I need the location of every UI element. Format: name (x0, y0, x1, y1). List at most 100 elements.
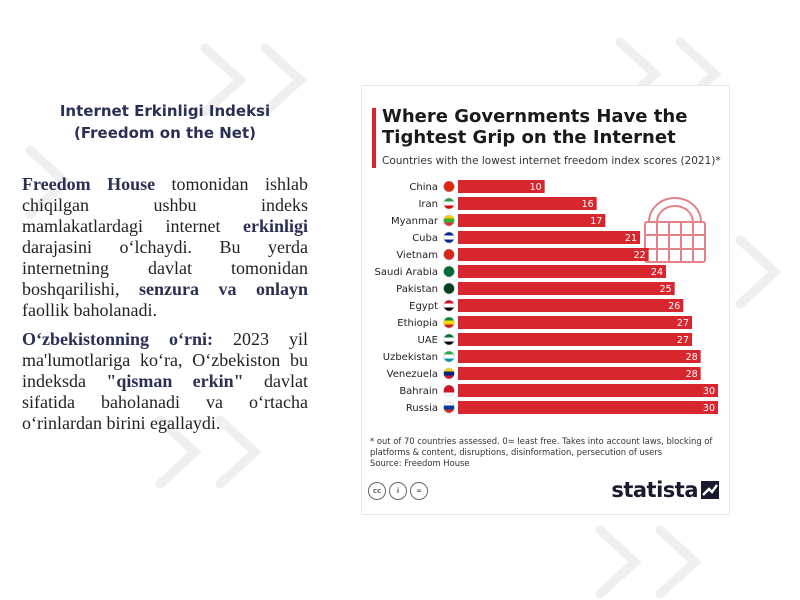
flag-outline (443, 299, 455, 312)
bar-row: Bahrain 30 (399, 384, 718, 397)
bar (458, 180, 545, 193)
bar-value-label: 28 (686, 369, 698, 380)
chart-source: Source: Freedom House (370, 458, 470, 468)
flag-icon (443, 249, 455, 260)
bar-value-label: 26 (668, 301, 680, 312)
bar-value-label: 30 (703, 386, 715, 397)
category-label: Venezuela (387, 369, 438, 380)
no-derivatives-icon[interactable]: = (410, 482, 428, 500)
page-title: Internet Erkinligi Indeksi (Freedom on t… (59, 102, 271, 142)
bar (458, 350, 701, 363)
bar-row: Venezuela 28 (387, 367, 701, 380)
bar (458, 367, 701, 380)
statista-mark-icon (701, 481, 719, 499)
category-label: UAE (418, 335, 438, 346)
category-label: Vietnam (396, 250, 438, 261)
bar-value-label: 24 (651, 267, 663, 278)
bar-row: Ethiopia 27 (397, 316, 692, 329)
flag-icon (443, 334, 455, 345)
chart-subtitle: Countries with the lowest internet freed… (382, 155, 721, 167)
bar-row: Myanmar 17 (391, 214, 606, 227)
category-label: China (409, 182, 438, 193)
flag-icon (443, 215, 455, 226)
flag-outline (443, 180, 455, 193)
bar-row: Cuba 21 (412, 231, 640, 244)
flag-outline (443, 265, 455, 278)
category-label: Bahrain (399, 386, 438, 397)
chart-footnote: * out of 70 countries assessed. 0= least… (370, 436, 720, 469)
category-label: Iran (418, 199, 438, 210)
flag-icon (443, 181, 455, 192)
category-label: Egypt (409, 301, 438, 312)
flag-outline (443, 214, 455, 227)
flag-outline (443, 384, 455, 397)
bar-row: UAE 27 (418, 333, 692, 346)
flag-outline (443, 316, 455, 329)
bar-row: China 10 (409, 180, 545, 193)
flag-outline (443, 401, 455, 414)
bar-value-label: 28 (686, 352, 698, 363)
category-label: Russia (406, 403, 438, 414)
flag-icon (443, 368, 455, 379)
flag-outline (443, 333, 455, 346)
flag-icon (443, 266, 455, 277)
bar (458, 214, 606, 227)
bar-row: Iran 16 (418, 197, 597, 210)
statista-logo[interactable]: statista (611, 478, 719, 502)
flag-icon (443, 198, 455, 209)
title-accent-bar (372, 108, 376, 168)
flag-icon (443, 402, 455, 413)
bar-row: Pakistan 25 (396, 282, 675, 295)
category-label: Pakistan (396, 284, 438, 295)
flag-outline (443, 231, 455, 244)
description-paragraph: Freedom House tomonidan ishlab chiqilgan… (22, 174, 308, 320)
flag-outline (443, 282, 455, 295)
flag-outline (443, 367, 455, 380)
bar-value-label: 10 (530, 182, 542, 193)
flag-outline (443, 197, 455, 210)
text-panel: Internet Erkinligi Indeksi (Freedom on t… (22, 100, 308, 442)
attribution-icon[interactable]: i (389, 482, 407, 500)
flag-outline (443, 248, 455, 261)
flag-icon (443, 300, 455, 311)
bar-value-label: 22 (634, 250, 646, 261)
bar-value-label: 25 (660, 284, 672, 295)
bar-value-label: 30 (703, 403, 715, 414)
uzbekistan-paragraph: O‘zbekistonning o‘rni: 2023 yil ma'lumot… (22, 329, 309, 433)
flag-icon (443, 232, 455, 243)
category-label: Saudi Arabia (375, 267, 438, 278)
bar (458, 401, 718, 414)
chart-title: Where Governments Have the Tightest Grip… (382, 106, 688, 148)
bar-row: Saudi Arabia 24 (375, 265, 666, 278)
bar (458, 282, 675, 295)
flag-icon (443, 283, 455, 294)
bar (458, 299, 684, 312)
bar (458, 316, 692, 329)
bar-value-label: 27 (677, 318, 689, 329)
bar-value-label: 16 (582, 199, 594, 210)
bar (458, 197, 597, 210)
flag-outline (443, 350, 455, 363)
bar (458, 265, 666, 278)
category-label: Myanmar (391, 216, 439, 227)
flag-icon (443, 317, 455, 328)
flag-icon (443, 351, 455, 362)
creative-commons-icon[interactable]: cc (368, 482, 386, 500)
category-label: Ethiopia (397, 318, 438, 329)
padlock-globe-icon (644, 197, 706, 263)
bar-row: Russia 30 (406, 401, 718, 414)
bar-chart: China 10 Iran 16 Myanmar 17 Cuba 21 Vietnam 22 Sau… (375, 180, 718, 414)
bar-row: Vietnam 22 (396, 248, 649, 261)
license-icons: cc i = (368, 482, 428, 500)
category-label: Cuba (412, 233, 438, 244)
bar (458, 333, 692, 346)
bar (458, 248, 649, 261)
bar-value-label: 21 (625, 233, 637, 244)
bar-value-label: 17 (590, 216, 602, 227)
flag-icon (443, 385, 455, 396)
bar (458, 231, 640, 244)
bar-row: Uzbekistan 28 (383, 350, 701, 363)
bar-row: Egypt 26 (409, 299, 684, 312)
bar (458, 384, 718, 397)
